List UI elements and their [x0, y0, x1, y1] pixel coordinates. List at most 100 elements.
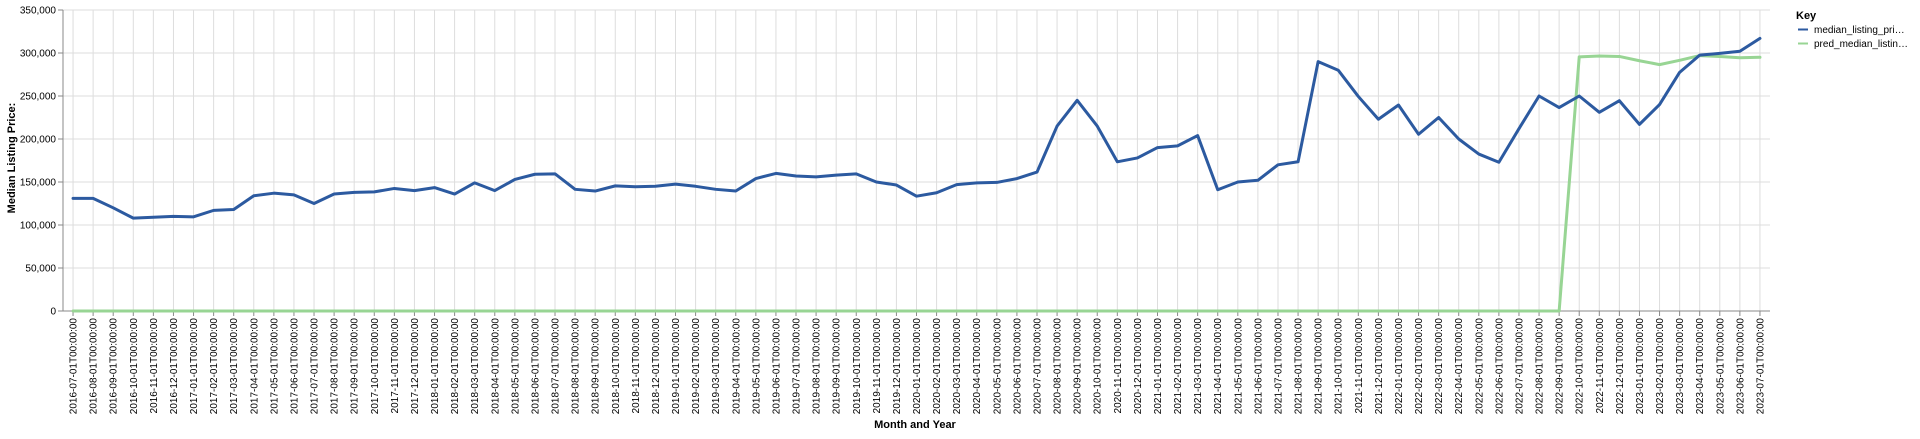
- x-tick-label: 2018-12-01T00:00:00: [651, 318, 662, 415]
- x-tick-label: 2017-11-01T00:00:00: [390, 318, 401, 414]
- y-axis-title: Median Listing Price:: [6, 103, 18, 214]
- x-tick-label: 2021-12-01T00:00:00: [1374, 318, 1385, 415]
- x-tick-label: 2019-12-01T00:00:00: [892, 318, 903, 415]
- x-tick-label: 2022-09-01T00:00:00: [1555, 318, 1566, 415]
- x-tick-label: 2019-01-01T00:00:00: [671, 318, 682, 415]
- y-tick-label: 150,000: [20, 178, 57, 189]
- x-tick-label: 2017-12-01T00:00:00: [410, 318, 421, 415]
- x-tick-label: 2017-04-01T00:00:00: [249, 318, 260, 415]
- x-tick-label: 2018-05-01T00:00:00: [510, 318, 521, 415]
- x-tick-label: 2021-05-01T00:00:00: [1233, 318, 1244, 415]
- x-tick-label: 2021-04-01T00:00:00: [1213, 318, 1224, 415]
- x-tick-label: 2020-04-01T00:00:00: [972, 318, 983, 415]
- x-tick-label: 2022-10-01T00:00:00: [1575, 318, 1586, 415]
- x-tick-label: 2019-02-01T00:00:00: [691, 318, 702, 415]
- x-tick-label: 2016-12-01T00:00:00: [169, 318, 180, 415]
- legend-title: Key: [1796, 10, 1817, 22]
- x-tick-label: 2017-05-01T00:00:00: [269, 318, 280, 415]
- x-tick-label: 2023-07-01T00:00:00: [1755, 318, 1766, 415]
- x-tick-label: 2022-01-01T00:00:00: [1394, 318, 1405, 415]
- x-tick-label: 2022-08-01T00:00:00: [1535, 318, 1546, 415]
- x-tick-label: 2017-10-01T00:00:00: [370, 318, 381, 415]
- x-tick-label: 2019-05-01T00:00:00: [751, 318, 762, 415]
- x-tick-label: 2021-01-01T00:00:00: [1153, 318, 1164, 415]
- series-line-actual: [71, 36, 1762, 220]
- x-tick-label: 2021-09-01T00:00:00: [1314, 318, 1325, 415]
- legend: Key median_listing_pri… pred_median_listi…: [1796, 10, 1908, 50]
- x-tick-label: 2016-08-01T00:00:00: [89, 318, 100, 415]
- x-tick-label: 2020-01-01T00:00:00: [912, 318, 923, 415]
- x-tick-label: 2017-02-01T00:00:00: [209, 318, 220, 415]
- x-tick-label: 2018-02-01T00:00:00: [450, 318, 461, 415]
- x-tick-label: 2019-03-01T00:00:00: [711, 318, 722, 415]
- x-tick-label: 2023-01-01T00:00:00: [1635, 318, 1646, 415]
- y-tick-label: 300,000: [20, 49, 57, 60]
- x-axis-title: Month and Year: [874, 419, 956, 431]
- x-tick-label: 2020-02-01T00:00:00: [932, 318, 943, 415]
- legend-label: pred_median_listin…: [1814, 39, 1908, 50]
- x-tick-label: 2021-08-01T00:00:00: [1294, 318, 1305, 415]
- x-tick-label: 2018-09-01T00:00:00: [591, 318, 602, 415]
- x-tick-label: 2017-08-01T00:00:00: [330, 318, 341, 415]
- x-tick-label: 2020-05-01T00:00:00: [992, 318, 1003, 415]
- x-tick-label: 2016-11-01T00:00:00: [149, 318, 160, 414]
- x-tick-label: 2017-01-01T00:00:00: [189, 318, 200, 415]
- x-tick-label: 2018-03-01T00:00:00: [470, 318, 481, 415]
- x-tick-label: 2019-11-01T00:00:00: [872, 318, 883, 414]
- series-line-predicted: [71, 54, 1762, 313]
- x-tick-label: 2016-07-01T00:00:00: [69, 318, 80, 415]
- x-tick-label: 2022-06-01T00:00:00: [1494, 318, 1505, 415]
- x-tick-label: 2021-10-01T00:00:00: [1334, 318, 1345, 415]
- gridlines: [63, 9, 1770, 312]
- y-tick-label: 50,000: [25, 264, 56, 275]
- x-tick-label: 2018-04-01T00:00:00: [490, 318, 501, 415]
- x-tick-label: 2022-12-01T00:00:00: [1615, 318, 1626, 415]
- x-tick-label: 2022-02-01T00:00:00: [1414, 318, 1425, 415]
- x-tick-label: 2022-04-01T00:00:00: [1454, 318, 1465, 415]
- x-tick-label: 2020-09-01T00:00:00: [1073, 318, 1084, 415]
- x-tick-label: 2021-02-01T00:00:00: [1173, 318, 1184, 415]
- x-tick-label: 2017-03-01T00:00:00: [229, 318, 240, 415]
- x-tick-label: 2022-11-01T00:00:00: [1595, 318, 1606, 414]
- x-tick-label: 2020-07-01T00:00:00: [1032, 318, 1043, 415]
- legend-label: median_listing_pri…: [1814, 25, 1905, 36]
- x-tick-label: 2021-07-01T00:00:00: [1273, 318, 1284, 415]
- y-tick-label: 250,000: [20, 92, 57, 103]
- x-tick-label: 2022-03-01T00:00:00: [1434, 318, 1445, 415]
- x-tick-label: 2018-07-01T00:00:00: [551, 318, 562, 415]
- x-tick-label: 2020-03-01T00:00:00: [952, 318, 963, 415]
- x-tick-label: 2023-05-01T00:00:00: [1715, 318, 1726, 415]
- x-tick-label: 2020-06-01T00:00:00: [1012, 318, 1023, 415]
- x-tick-label: 2020-10-01T00:00:00: [1093, 318, 1104, 415]
- x-tick-label: 2020-11-01T00:00:00: [1113, 318, 1124, 414]
- x-tick-label: 2019-06-01T00:00:00: [771, 318, 782, 415]
- x-tick-label: 2018-08-01T00:00:00: [571, 318, 582, 415]
- y-tick-label: 200,000: [20, 135, 57, 146]
- x-tick-label: 2020-12-01T00:00:00: [1133, 318, 1144, 415]
- x-tick-label: 2018-01-01T00:00:00: [430, 318, 441, 415]
- x-tick-label: 2019-08-01T00:00:00: [812, 318, 823, 415]
- x-tick-label: 2018-06-01T00:00:00: [530, 318, 541, 415]
- x-tick-label: 2019-04-01T00:00:00: [731, 318, 742, 415]
- x-tick-label: 2023-04-01T00:00:00: [1695, 318, 1706, 415]
- x-tick-label: 2019-09-01T00:00:00: [832, 318, 843, 415]
- y-tick-label: 100,000: [20, 221, 57, 232]
- x-tick-label: 2019-07-01T00:00:00: [792, 318, 803, 415]
- axes: 0 50,000 100,000 150,000 200,000 250,000 300,0…: [20, 6, 1770, 415]
- x-tick-label: 2023-06-01T00:00:00: [1735, 318, 1746, 415]
- x-tick-label: 2017-09-01T00:00:00: [350, 318, 361, 415]
- x-tick-label: 2022-07-01T00:00:00: [1514, 318, 1525, 415]
- x-tick-label: 2016-09-01T00:00:00: [109, 318, 120, 415]
- x-tick-label: 2021-03-01T00:00:00: [1193, 318, 1204, 415]
- x-tick-label: 2019-10-01T00:00:00: [852, 318, 863, 415]
- x-tick-label: 2020-08-01T00:00:00: [1053, 318, 1064, 415]
- x-tick-label: 2017-06-01T00:00:00: [289, 318, 300, 415]
- x-tick-label: 2021-06-01T00:00:00: [1253, 318, 1264, 415]
- x-tick-label: 2021-11-01T00:00:00: [1354, 318, 1365, 414]
- x-tick-label: 2018-11-01T00:00:00: [631, 318, 642, 414]
- x-tick-label: 2017-07-01T00:00:00: [310, 318, 321, 415]
- y-tick-label: 0: [50, 307, 56, 318]
- series-lines: [71, 36, 1762, 313]
